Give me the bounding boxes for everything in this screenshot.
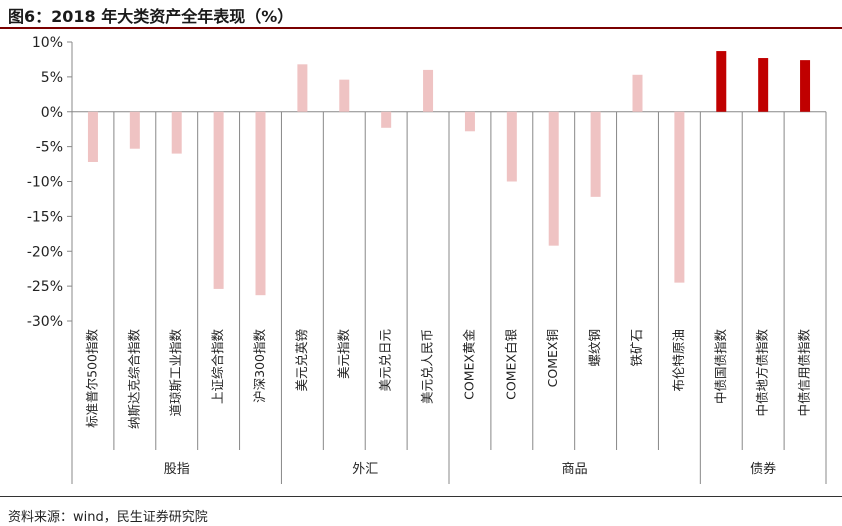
bar	[255, 111, 266, 296]
x-tick-label: COMEX黄金	[461, 329, 476, 400]
x-tick-label: 标准普尔500指数	[84, 329, 99, 428]
group-label: 商品	[562, 462, 588, 477]
bar	[590, 111, 601, 197]
bar	[171, 111, 182, 154]
x-tick-label: COMEX铜	[545, 329, 560, 387]
y-tick-label: -30%	[27, 314, 63, 330]
bar	[632, 74, 643, 112]
x-tick-label: 中债国债指数	[713, 329, 728, 405]
x-tick-label: 道琼斯工业指数	[168, 329, 183, 417]
x-tick-label: 上证综合指数	[210, 329, 225, 405]
bar	[548, 111, 559, 246]
x-tick-label: 中债信用债指数	[797, 329, 812, 417]
x-tick-label: 美元指数	[336, 329, 351, 380]
bar-chart: -30% -25% -20% -15% -10% -5% 0% 5% 10% 标准普尔500指数…	[27, 35, 827, 484]
y-tick-label: 5%	[41, 70, 63, 86]
bar	[213, 111, 224, 289]
y-axis: -30% -25% -20% -15% -10% -5% 0% 5% 10%	[27, 35, 826, 330]
bars	[87, 51, 811, 296]
bar	[800, 60, 811, 112]
x-tick-label: 沪深300指数	[252, 329, 267, 403]
title-rule	[0, 27, 842, 29]
bar	[297, 64, 308, 112]
bar	[506, 111, 517, 182]
y-tick-label: 10%	[32, 35, 63, 51]
x-axis: 标准普尔500指数 纳斯达克综合指数 道琼斯工业指数 上证综合指数 沪深300指数 美元兑…	[71, 111, 827, 450]
bar	[129, 111, 140, 149]
x-tick-label: 螺纹钢	[587, 329, 602, 367]
category-groups: 股指 外汇 商品 债券	[71, 450, 827, 484]
source-rule	[0, 496, 842, 497]
bar	[674, 111, 685, 283]
y-tick-label: 0%	[41, 105, 63, 121]
x-tick-label: 美元兑日元	[378, 329, 393, 392]
y-tick-label: -20%	[27, 244, 63, 260]
bar	[423, 69, 434, 112]
y-tick-label: -15%	[27, 209, 63, 225]
y-tick-label: -5%	[36, 140, 63, 156]
bar	[758, 58, 769, 112]
bar	[87, 111, 98, 162]
chart-title: 图6：2018 年大类资产全年表现（%）	[8, 7, 294, 26]
y-tick-label: -10%	[27, 175, 63, 191]
group-label: 债券	[750, 461, 776, 477]
y-tick-label: -25%	[27, 279, 63, 295]
x-tick-label: 铁矿石	[629, 329, 644, 367]
bar	[464, 111, 475, 132]
x-tick-label: 美元兑人民币	[420, 329, 435, 404]
x-tick-label: 纳斯达克综合指数	[126, 329, 141, 430]
x-tick-label: COMEX白银	[503, 329, 518, 400]
group-label: 股指	[164, 462, 190, 477]
bar	[381, 111, 392, 128]
x-tick-label: 布伦特原油	[671, 329, 686, 392]
group-label: 外汇	[352, 462, 378, 477]
bar	[339, 79, 350, 112]
bar	[716, 51, 727, 112]
x-tick-label: 中债地方债指数	[755, 329, 770, 417]
x-tick-label: 美元兑英镑	[294, 329, 309, 392]
source-note: 资料来源：wind，民生证券研究院	[8, 510, 208, 525]
